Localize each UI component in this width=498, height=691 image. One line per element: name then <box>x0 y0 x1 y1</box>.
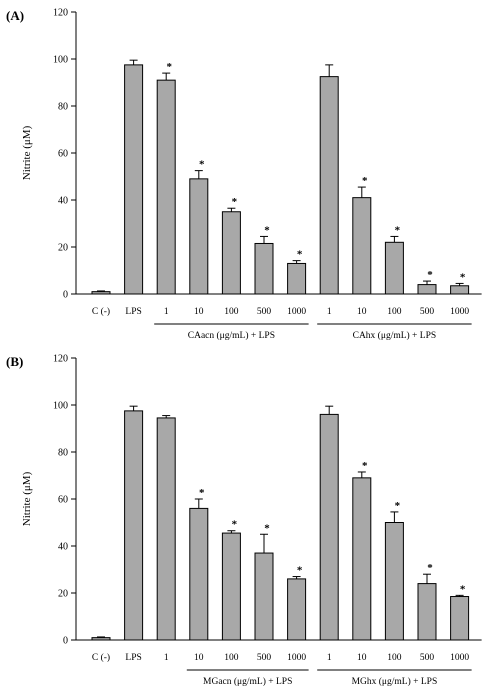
bar-b-10 <box>417 583 437 641</box>
category-label-b-5: 500 <box>257 653 272 663</box>
group-label-a-0: CAacn (μg/mL) + LPS <box>188 330 275 341</box>
panel-label-b: (B) <box>6 354 23 369</box>
bar-a-7 <box>319 76 339 295</box>
category-label-b-6: 1000 <box>287 653 306 663</box>
significance-mark-b-10: * <box>427 562 433 574</box>
significance-mark-b-5: * <box>264 522 270 534</box>
category-label-a-7: 1 <box>327 307 332 317</box>
bar-a-10 <box>417 284 437 295</box>
panel-label-a: (A) <box>6 8 24 23</box>
y-tick-label-a-4: 80 <box>58 102 68 113</box>
significance-mark-a-11: * <box>460 271 466 283</box>
group-label-b-0: MGacn (μg/mL) + LPS <box>203 676 292 687</box>
y-tick-label-b-0: 0 <box>63 636 68 647</box>
category-label-a-10: 500 <box>420 307 435 317</box>
group-label-b-1: MGhx (μg/mL) + LPS <box>352 676 438 687</box>
significance-mark-a-3: * <box>199 159 205 171</box>
bar-a-1 <box>124 64 144 295</box>
y-tick-label-b-2: 40 <box>58 542 68 553</box>
bar-a-4 <box>221 211 241 295</box>
significance-mark-b-3: * <box>199 487 205 499</box>
category-label-b-7: 1 <box>327 653 332 663</box>
bar-b-3 <box>189 507 209 641</box>
bar-b-11 <box>450 596 470 641</box>
significance-mark-a-8: * <box>362 175 368 187</box>
category-label-a-6: 1000 <box>287 307 306 317</box>
category-label-b-4: 100 <box>224 653 239 663</box>
bar-b-7 <box>319 413 339 641</box>
category-label-a-1: LPS <box>125 307 141 317</box>
category-label-a-8: 10 <box>357 307 367 317</box>
category-label-b-9: 100 <box>387 653 402 663</box>
bar-b-4 <box>221 532 241 641</box>
chart-a-svg: (A) 0 20 40 60 80 100 120 Nitrite (μM) C (-) LPS * 1… <box>6 8 482 341</box>
category-label-a-2: 1 <box>164 307 169 317</box>
y-tick-label-a-3: 60 <box>58 149 68 160</box>
y-tick-label-b-1: 20 <box>58 589 68 600</box>
bar-a-2 <box>156 79 176 295</box>
category-label-a-5: 500 <box>257 307 272 317</box>
significance-mark-a-10: * <box>427 269 433 281</box>
y-tick-label-b-3: 60 <box>58 495 68 506</box>
category-label-b-1: LPS <box>125 653 141 663</box>
bar-b-6 <box>287 578 307 641</box>
y-tick-label-a-0: 0 <box>63 290 68 301</box>
category-label-b-0: C (-) <box>92 652 110 663</box>
y-tick-label-a-5: 100 <box>53 55 68 66</box>
y-tick-label-b-5: 100 <box>53 401 68 412</box>
bar-a-11 <box>450 285 470 295</box>
significance-mark-b-9: * <box>395 500 401 512</box>
category-label-b-3: 10 <box>194 653 204 663</box>
bar-b-5 <box>254 552 274 641</box>
bar-a-5 <box>254 242 274 295</box>
category-label-b-2: 1 <box>164 653 169 663</box>
chart-panel-a: (A) 0 20 40 60 80 100 120 Nitrite (μM) C (-) LPS * 1… <box>0 0 498 345</box>
y-tick-label-b-4: 80 <box>58 448 68 459</box>
y-axis-title-b: Nitrite (μM) <box>21 471 33 526</box>
y-axis-title-a: Nitrite (μM) <box>21 125 33 180</box>
significance-mark-a-6: * <box>297 249 303 261</box>
significance-mark-b-8: * <box>362 460 368 472</box>
y-tick-label-a-2: 40 <box>58 196 68 207</box>
category-label-a-11: 1000 <box>450 307 469 317</box>
bar-b-9 <box>384 522 404 641</box>
significance-mark-b-11: * <box>460 583 466 595</box>
bar-a-6 <box>287 262 307 295</box>
significance-mark-b-6: * <box>297 565 303 577</box>
chart-b-svg: (B) 0 20 40 60 80 100 120 Nitrite (μM) C (-) LPS 1 *… <box>6 354 482 687</box>
category-label-a-3: 10 <box>194 307 204 317</box>
bar-a-0 <box>91 291 111 295</box>
bar-b-8 <box>352 477 372 641</box>
chart-panel-b: (B) 0 20 40 60 80 100 120 Nitrite (μM) C (-) LPS 1 *… <box>0 346 498 691</box>
bar-a-8 <box>352 197 372 295</box>
category-label-b-11: 1000 <box>450 653 469 663</box>
bar-b-1 <box>124 410 144 641</box>
category-label-a-9: 100 <box>387 307 402 317</box>
bar-a-3 <box>189 178 209 295</box>
significance-mark-a-4: * <box>232 196 238 208</box>
group-label-a-1: CAhx (μg/mL) + LPS <box>353 330 437 341</box>
significance-mark-b-4: * <box>232 519 238 531</box>
category-label-b-10: 500 <box>420 653 435 663</box>
significance-mark-a-2: * <box>166 61 172 73</box>
bar-b-0 <box>91 637 111 641</box>
category-label-b-8: 10 <box>357 653 367 663</box>
category-label-a-0: C (-) <box>92 306 110 317</box>
y-tick-label-a-6: 120 <box>53 8 68 19</box>
y-tick-label-b-6: 120 <box>53 354 68 365</box>
y-tick-label-a-1: 20 <box>58 243 68 254</box>
bar-a-9 <box>384 241 404 295</box>
significance-mark-a-9: * <box>395 224 401 236</box>
significance-mark-a-5: * <box>264 224 270 236</box>
category-label-a-4: 100 <box>224 307 239 317</box>
bar-b-2 <box>156 417 176 641</box>
